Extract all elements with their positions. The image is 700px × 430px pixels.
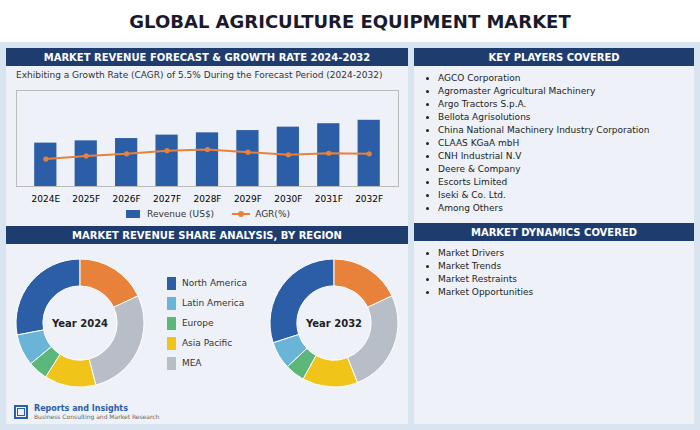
html-text:GLOBAL AGRICULTURE EQUIPMENT M: GLOBAL AGRICULTURE EQUIPMENT MARKET [129, 10, 571, 32]
svg-text:2029F: 2029F [234, 194, 262, 204]
svg-text:2026F: 2026F [113, 194, 141, 204]
svg-text:2027F: 2027F [153, 194, 181, 204]
html-text:Bellota Agrisolutions: Bellota Agrisolutions [438, 112, 531, 122]
html-text:Among Others: Among Others [438, 203, 503, 213]
svg-text:Year 2024: Year 2024 [51, 318, 108, 329]
html-text:CNH Industrial N.V: CNH Industrial N.V [438, 151, 522, 161]
html-text:Reports and Insights: Reports and Insights [34, 404, 128, 413]
svg-text:Year 2032: Year 2032 [305, 318, 362, 329]
svg-text:2028F: 2028F [193, 194, 221, 204]
html-text:MARKET REVENUE FORECAST & GROW: MARKET REVENUE FORECAST & GROWTH RATE 20… [43, 51, 371, 63]
html-text:Market Trends: Market Trends [438, 261, 502, 271]
html-text:Market Opportunities: Market Opportunities [438, 287, 534, 297]
html-text:MEA: MEA [181, 358, 202, 368]
svg-text:2024E: 2024E [32, 194, 61, 204]
html-text:Latin America: Latin America [181, 298, 245, 308]
html-text:Deere & Company: Deere & Company [438, 164, 521, 174]
html-text:China National Machinery Indus: China National Machinery Industry Corpor… [438, 125, 650, 135]
html-text:MARKET DYNAMICS COVERED: MARKET DYNAMICS COVERED [471, 226, 637, 238]
html-text:North America: North America [181, 278, 248, 288]
html-text:MARKET REVENUE SHARE ANALYSIS,: MARKET REVENUE SHARE ANALYSIS, BY REGION [72, 229, 342, 241]
html-text:Escorts Limited: Escorts Limited [438, 177, 508, 187]
html-text:Market Drivers: Market Drivers [438, 248, 505, 258]
html-text:Revenue (US$): Revenue (US$) [147, 209, 215, 219]
svg-text:2030F: 2030F [274, 194, 302, 204]
svg-text:2032F: 2032F [355, 194, 383, 204]
svg-text:2025F: 2025F [72, 194, 100, 204]
html-text:Business Consulting and Market: Business Consulting and Market Research [34, 413, 160, 420]
html-text:Argo Tractors S.p.A.: Argo Tractors S.p.A. [438, 99, 527, 109]
svg-text:2031F: 2031F [315, 194, 343, 204]
html-text:KEY PLAYERS COVERED: KEY PLAYERS COVERED [488, 51, 620, 63]
html-text:Exhibiting a Growth Rate (CAGR: Exhibiting a Growth Rate (CAGR) of 5.5% … [16, 70, 383, 80]
html-text:Agromaster Agricultural Machin: Agromaster Agricultural Machinery [438, 86, 596, 96]
html-text:CLAAS KGaA mbH: CLAAS KGaA mbH [438, 138, 520, 148]
html-text:Europe: Europe [181, 318, 214, 328]
html-text:Asia Pacific: Asia Pacific [181, 338, 233, 348]
html-text:Market Restraints: Market Restraints [438, 274, 517, 284]
html-text:AGR(%): AGR(%) [255, 209, 290, 219]
html-text:Iseki & Co. Ltd.: Iseki & Co. Ltd. [438, 190, 506, 200]
html-text:AGCO Corporation: AGCO Corporation [438, 73, 521, 83]
